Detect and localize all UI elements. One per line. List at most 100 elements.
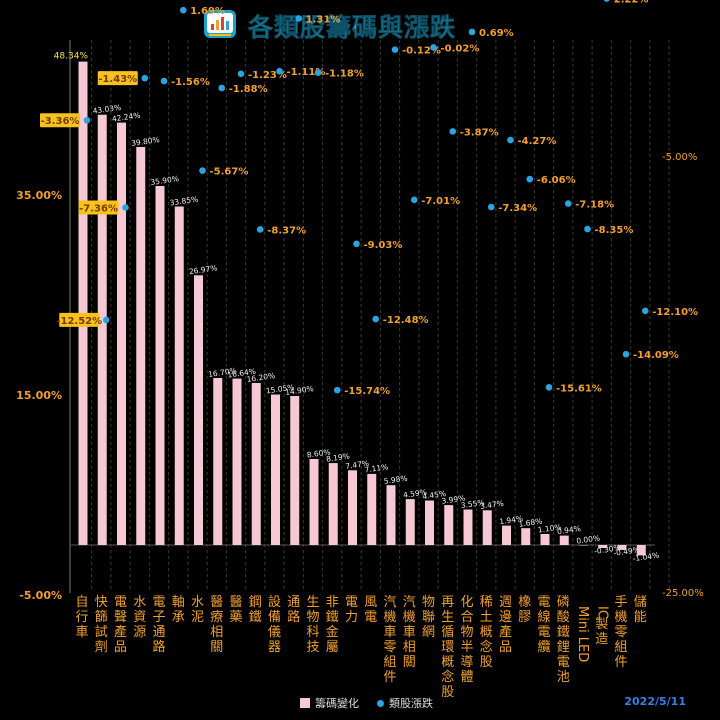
category-char: 力 bbox=[345, 610, 358, 625]
category-char: 能 bbox=[634, 610, 647, 625]
category-char: 源 bbox=[133, 625, 146, 640]
bar bbox=[232, 378, 242, 545]
category-label: 電線電纜 bbox=[537, 595, 550, 655]
bar bbox=[155, 186, 165, 545]
category-char: 快 bbox=[95, 595, 108, 610]
dot-point bbox=[430, 44, 437, 51]
dot-value-label: -6.06% bbox=[537, 175, 576, 186]
bar bbox=[348, 470, 357, 545]
category-label: 物聯網 bbox=[422, 595, 435, 640]
legend-swatch-dot bbox=[377, 699, 384, 707]
category-label: 生物科技 bbox=[306, 595, 319, 655]
dot-point bbox=[333, 386, 341, 394]
bar bbox=[97, 114, 107, 545]
dot-point bbox=[372, 315, 380, 323]
category-char: 車 bbox=[75, 625, 88, 640]
dot-value-label: -9.03% bbox=[364, 240, 403, 251]
bar-value-label: 15.05% bbox=[265, 383, 295, 396]
bar-value-label: 1.94% bbox=[499, 514, 524, 526]
dot-value-label: -15.61% bbox=[556, 383, 602, 394]
category-char: 電 bbox=[537, 595, 550, 610]
dot-value-label: -0.12% bbox=[402, 46, 441, 57]
bar bbox=[521, 528, 531, 545]
category-char: 金 bbox=[326, 624, 339, 640]
category-char: 念 bbox=[480, 639, 493, 655]
category-char: 組 bbox=[383, 655, 396, 670]
category-label: 電力 bbox=[345, 595, 358, 625]
category-char: 股 bbox=[441, 685, 454, 700]
category-char: 生 bbox=[441, 610, 454, 625]
category-char: 軸 bbox=[172, 595, 185, 610]
category-char: 半 bbox=[460, 640, 473, 655]
bar-value-label: 43.03% bbox=[92, 103, 122, 116]
category-char: 品 bbox=[114, 640, 127, 655]
category-char: 汽 bbox=[403, 595, 416, 610]
dot-value-label: -12.48% bbox=[383, 315, 429, 326]
dot-value-label: -7.36% bbox=[79, 203, 118, 214]
dot-point bbox=[276, 67, 283, 75]
dot-point bbox=[237, 70, 245, 78]
dot-point bbox=[584, 225, 591, 233]
category-char: 儲 bbox=[634, 595, 647, 610]
category-char: 稀 bbox=[480, 595, 493, 610]
bar-value-label: 8.19% bbox=[325, 452, 350, 464]
category-char: 電 bbox=[152, 595, 165, 610]
category-char: 概 bbox=[480, 625, 493, 640]
category-char: 行 bbox=[75, 610, 88, 625]
category-char: 件 bbox=[383, 670, 396, 685]
category-label: 汽機車相關 bbox=[403, 595, 416, 670]
category-char: 鋼 bbox=[249, 595, 262, 610]
dot-point bbox=[141, 74, 149, 82]
bar-value-label: 5.98% bbox=[383, 474, 408, 486]
category-label: 手機零組件 bbox=[614, 595, 627, 670]
category-char: 週 bbox=[499, 595, 512, 610]
dot-value-label: -1.56% bbox=[171, 77, 210, 88]
dot-point bbox=[622, 350, 630, 358]
category-char: 手 bbox=[614, 595, 627, 610]
dot-value-label: -7.01% bbox=[421, 196, 460, 207]
category-char: 電 bbox=[345, 595, 358, 610]
category-label: 通路 bbox=[287, 595, 300, 625]
category-char: 池 bbox=[557, 670, 570, 685]
dot-value-label: 0.69% bbox=[479, 28, 514, 39]
category-char: 通 bbox=[287, 595, 300, 610]
category-char: 技 bbox=[306, 640, 319, 655]
bar bbox=[386, 485, 396, 545]
dot-point bbox=[391, 46, 399, 53]
category-char: 承 bbox=[172, 610, 185, 625]
dot-value-label: -1.23% bbox=[248, 70, 287, 81]
category-label: 製造 bbox=[595, 617, 608, 647]
category-char: 自 bbox=[75, 595, 88, 610]
category-char: 電 bbox=[114, 595, 127, 610]
bar-value-label: 0.00% bbox=[576, 533, 601, 545]
bar-value-label: 3.55% bbox=[460, 498, 485, 510]
bar-value-label: 7.11% bbox=[364, 462, 389, 474]
category-label: 磷酸鐵鋰電池 bbox=[557, 595, 570, 685]
category-char: 電 bbox=[557, 655, 570, 670]
left-tick-label: 15.00% bbox=[16, 389, 62, 402]
category-char: 關 bbox=[403, 655, 416, 670]
dot-value-label: -12.52% bbox=[56, 316, 102, 327]
dot-value-label: -5.67% bbox=[210, 167, 249, 178]
category-label: 水資源 bbox=[133, 595, 146, 640]
category-char: 水 bbox=[191, 595, 204, 610]
dot-value-label: -1.18% bbox=[325, 69, 364, 80]
category-label: 電子通路 bbox=[152, 595, 165, 655]
category-label: 非鐵金屬 bbox=[326, 595, 339, 655]
dot-point bbox=[160, 77, 168, 85]
bar-value-label: 3.99% bbox=[441, 494, 466, 506]
category-char: 關 bbox=[210, 640, 223, 655]
bar bbox=[444, 505, 454, 545]
chart-date: 2022/5/11 bbox=[624, 695, 686, 708]
bar bbox=[174, 206, 184, 545]
category-char: 品 bbox=[499, 640, 512, 655]
dot-value-label: -3.87% bbox=[460, 127, 499, 138]
dot-point bbox=[410, 196, 418, 204]
bar-value-label: 39.80% bbox=[131, 135, 161, 148]
dot-point bbox=[603, 0, 610, 2]
category-char: 通 bbox=[152, 625, 165, 640]
category-label: 橡膠 bbox=[518, 595, 531, 625]
category-char: 橡 bbox=[518, 595, 531, 610]
category-char: 醫 bbox=[210, 595, 223, 610]
